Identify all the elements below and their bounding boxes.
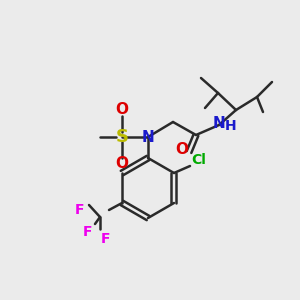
Text: F: F [101,232,111,246]
Text: O: O [176,142,188,158]
Text: Cl: Cl [192,153,206,167]
Text: S: S [116,128,128,146]
Text: H: H [225,119,237,133]
Text: F: F [74,203,84,217]
Text: O: O [116,157,128,172]
Text: F: F [82,225,92,239]
Text: N: N [142,130,154,145]
Text: O: O [116,103,128,118]
Text: N: N [213,116,225,131]
